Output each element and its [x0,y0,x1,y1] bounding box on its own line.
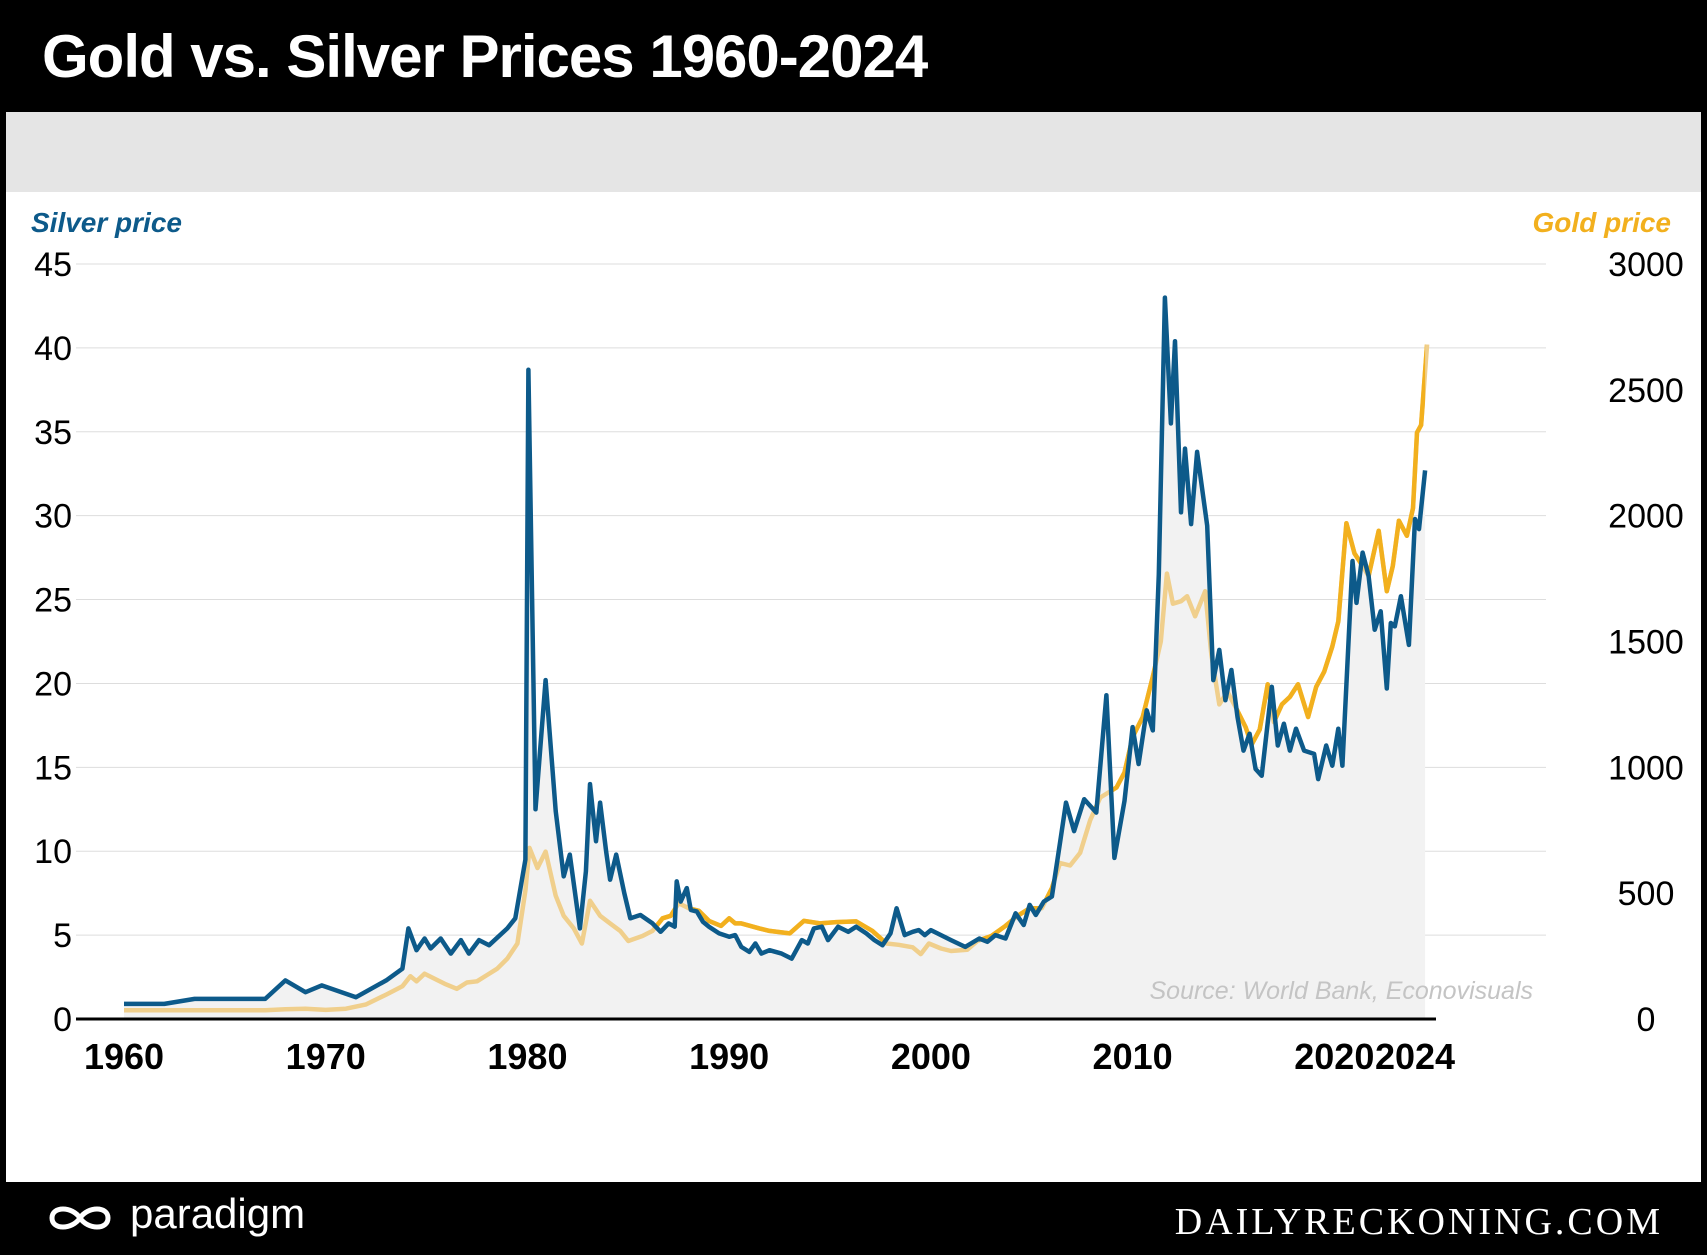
left-tick-label: 40 [34,330,72,368]
right-axis-label: Gold price [1533,207,1671,238]
source-note: Source: World Bank, Econovisuals [1149,977,1533,1005]
x-tick-label: 1980 [487,1036,567,1077]
left-tick-label: 5 [53,917,72,955]
left-tick-label: 45 [34,246,72,284]
axis-ticks: 0 5 10 15 20 25 30 35 40 45 0 500 1000 1500 2000 2500 30… [34,246,1684,1077]
x-tick-label: 1990 [689,1036,769,1077]
blank-band [6,112,1701,192]
footer-bar: paradigm DAILYRECKONING.COM [0,1182,1707,1255]
right-tick-label: 1500 [1608,624,1684,662]
chart-panel: 0 5 10 15 20 25 30 35 40 45 0 500 1000 1500 2000 2500 30… [6,112,1701,1182]
x-tick-label: 2024 [1375,1036,1455,1077]
left-tick-label: 10 [34,833,72,871]
left-axis-label: Silver price [31,207,182,238]
left-tick-label: 30 [34,498,72,536]
right-tick-label: 1000 [1608,749,1684,787]
left-tick-label: 35 [34,414,72,452]
infinity-loop-icon [49,1206,111,1230]
grid-lines [76,263,1546,936]
right-tick-label: 0 [1637,1001,1656,1039]
right-tick-label: 500 [1618,875,1675,913]
right-tick-label: 2500 [1608,372,1684,410]
silver-area-fill [124,297,1426,1020]
brand-name: paradigm [130,1190,306,1237]
left-tick-label: 0 [53,1001,72,1039]
silver-line [124,295,1428,1007]
x-tick-label: 1960 [84,1036,164,1077]
x-tick-label: 2000 [891,1036,971,1077]
x-tick-label: 2020 [1294,1036,1374,1077]
right-tick-label: 3000 [1608,246,1684,284]
title-bar: Gold vs. Silver Prices 1960-2024 [0,0,1707,112]
left-tick-label: 20 [34,665,72,703]
chart-title: Gold vs. Silver Prices 1960-2024 [42,23,928,90]
left-tick-label: 25 [34,582,72,620]
left-tick-label: 15 [34,749,72,787]
x-tick-label: 2010 [1093,1036,1173,1077]
x-tick-label: 1970 [286,1036,366,1077]
site-name: DAILYRECKONING.COM [1174,1201,1663,1243]
line-chart: 0 5 10 15 20 25 30 35 40 45 0 500 1000 1500 2000 2500 30… [31,207,1684,1077]
right-tick-label: 2000 [1608,498,1684,536]
